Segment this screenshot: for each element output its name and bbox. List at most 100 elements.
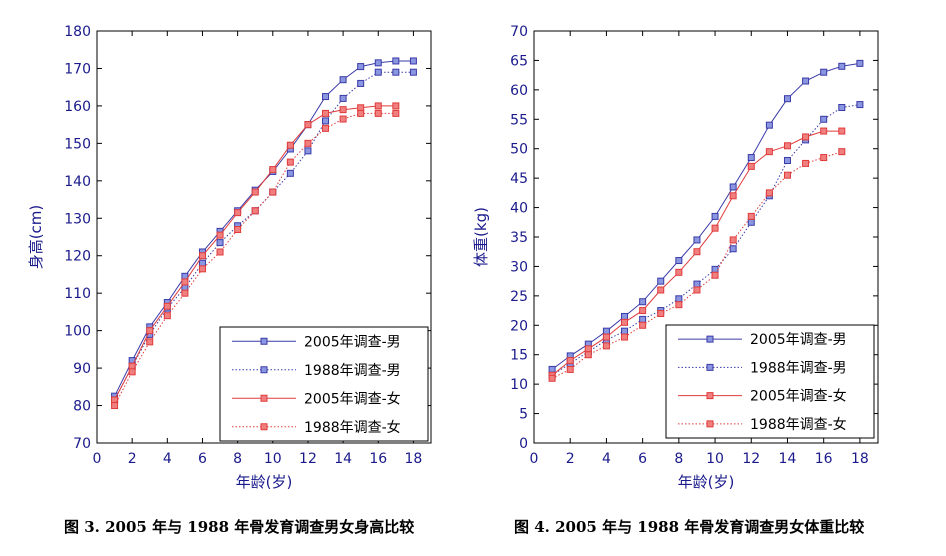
- data-point: [783, 171, 791, 179]
- y-tick-label: 5: [519, 407, 528, 423]
- x-tick-label: 10: [264, 451, 282, 467]
- legend-marker: [260, 337, 268, 345]
- data-point: [286, 169, 294, 177]
- data-point: [392, 68, 400, 76]
- x-tick-label: 6: [638, 451, 647, 467]
- data-point: [181, 278, 189, 286]
- weight-comparison-chart: 0 5 10 15 20 25 30 35 40 45 50 55 60 65 70 0 2 4 6 8 10 12 14 1…: [472, 24, 879, 491]
- data-point: [838, 127, 846, 135]
- data-point: [729, 245, 737, 253]
- data-point: [163, 312, 171, 320]
- legend-box: [665, 324, 875, 439]
- x-axis-label: 年龄(岁): [236, 473, 293, 491]
- data-point: [374, 102, 382, 110]
- y-tick-label: 40: [510, 201, 528, 217]
- series-4: [111, 109, 400, 410]
- data-point: [322, 109, 330, 117]
- y-tick-label: 90: [73, 361, 91, 377]
- data-point: [339, 115, 347, 123]
- data-point: [374, 68, 382, 76]
- data-point: [392, 102, 400, 110]
- data-point: [693, 280, 701, 288]
- data-point: [146, 327, 154, 335]
- data-point: [163, 302, 171, 310]
- data-point: [711, 271, 719, 279]
- y-tick-label: 130: [64, 211, 91, 227]
- data-point: [802, 133, 810, 141]
- data-point: [820, 127, 828, 135]
- x-tick-label: 16: [369, 451, 387, 467]
- x-tick-label: 8: [674, 451, 683, 467]
- data-point: [711, 265, 719, 273]
- x-tick-label: 4: [163, 451, 172, 467]
- data-point: [729, 183, 737, 191]
- data-point: [639, 298, 647, 306]
- data-point: [621, 312, 629, 320]
- y-tick-label: 50: [510, 142, 528, 158]
- data-point: [198, 259, 206, 267]
- y-tick-label: 15: [510, 348, 528, 364]
- y-tick-label: 110: [64, 286, 91, 302]
- legend: 2005年调查-男 1988年调查-男 2005年调查-女 1988年调查-女: [219, 326, 429, 442]
- data-point: [548, 374, 556, 382]
- data-point: [783, 142, 791, 150]
- data-point: [621, 318, 629, 326]
- y-tick-label: 60: [510, 83, 528, 99]
- data-point: [198, 265, 206, 273]
- data-point: [584, 345, 592, 353]
- data-point: [304, 147, 312, 155]
- data-point: [765, 148, 773, 156]
- data-point: [374, 109, 382, 117]
- y-tick-label: 160: [64, 99, 91, 115]
- data-point: [216, 248, 224, 256]
- data-point: [838, 62, 846, 70]
- x-tick-label: 4: [602, 451, 611, 467]
- y-tick-label: 70: [73, 436, 91, 452]
- data-point: [286, 158, 294, 166]
- data-point: [856, 59, 864, 67]
- data-point: [838, 104, 846, 112]
- y-axis-label: 身高(cm): [27, 205, 45, 270]
- data-point: [711, 224, 719, 232]
- data-point: [339, 76, 347, 84]
- data-point: [621, 333, 629, 341]
- data-point: [357, 109, 365, 117]
- data-point: [639, 315, 647, 323]
- data-point: [621, 327, 629, 335]
- legend-box: [219, 326, 429, 442]
- y-tick-label: 55: [510, 112, 528, 128]
- legend-label: 1988年调查-男: [304, 363, 401, 379]
- y-tick-label: 180: [64, 24, 91, 40]
- data-point: [286, 141, 294, 149]
- data-point: [783, 95, 791, 103]
- legend-label: 2005年调查-男: [304, 334, 401, 350]
- x-tick-label: 18: [405, 451, 423, 467]
- data-point: [146, 338, 154, 346]
- data-point: [675, 301, 683, 309]
- data-point: [357, 104, 365, 112]
- data-point: [747, 218, 755, 226]
- data-point: [269, 166, 277, 174]
- legend-marker: [706, 420, 714, 428]
- x-tick-label: 2: [566, 451, 575, 467]
- height-comparison-chart: 70 80 90 100 110 120 130 140 150 160 170 180 0 2 4 6 8 10…: [27, 24, 432, 491]
- series-4: [548, 148, 846, 382]
- data-point: [657, 286, 665, 294]
- series-1: [548, 59, 864, 373]
- x-tick-label: 14: [334, 451, 352, 467]
- data-point: [657, 310, 665, 318]
- legend-label: 1988年调查-女: [304, 419, 401, 436]
- data-point: [339, 106, 347, 114]
- x-tick-label: 0: [93, 451, 102, 467]
- y-tick-label: 0: [519, 436, 528, 452]
- legend-marker: [706, 335, 714, 343]
- data-point: [181, 289, 189, 297]
- x-tick-label: 14: [779, 451, 797, 467]
- x-tick-label: 12: [299, 451, 317, 467]
- x-tick-label: 16: [815, 451, 833, 467]
- y-tick-label: 120: [64, 249, 91, 265]
- data-point: [234, 209, 242, 217]
- data-point: [566, 365, 574, 373]
- data-point: [711, 212, 719, 220]
